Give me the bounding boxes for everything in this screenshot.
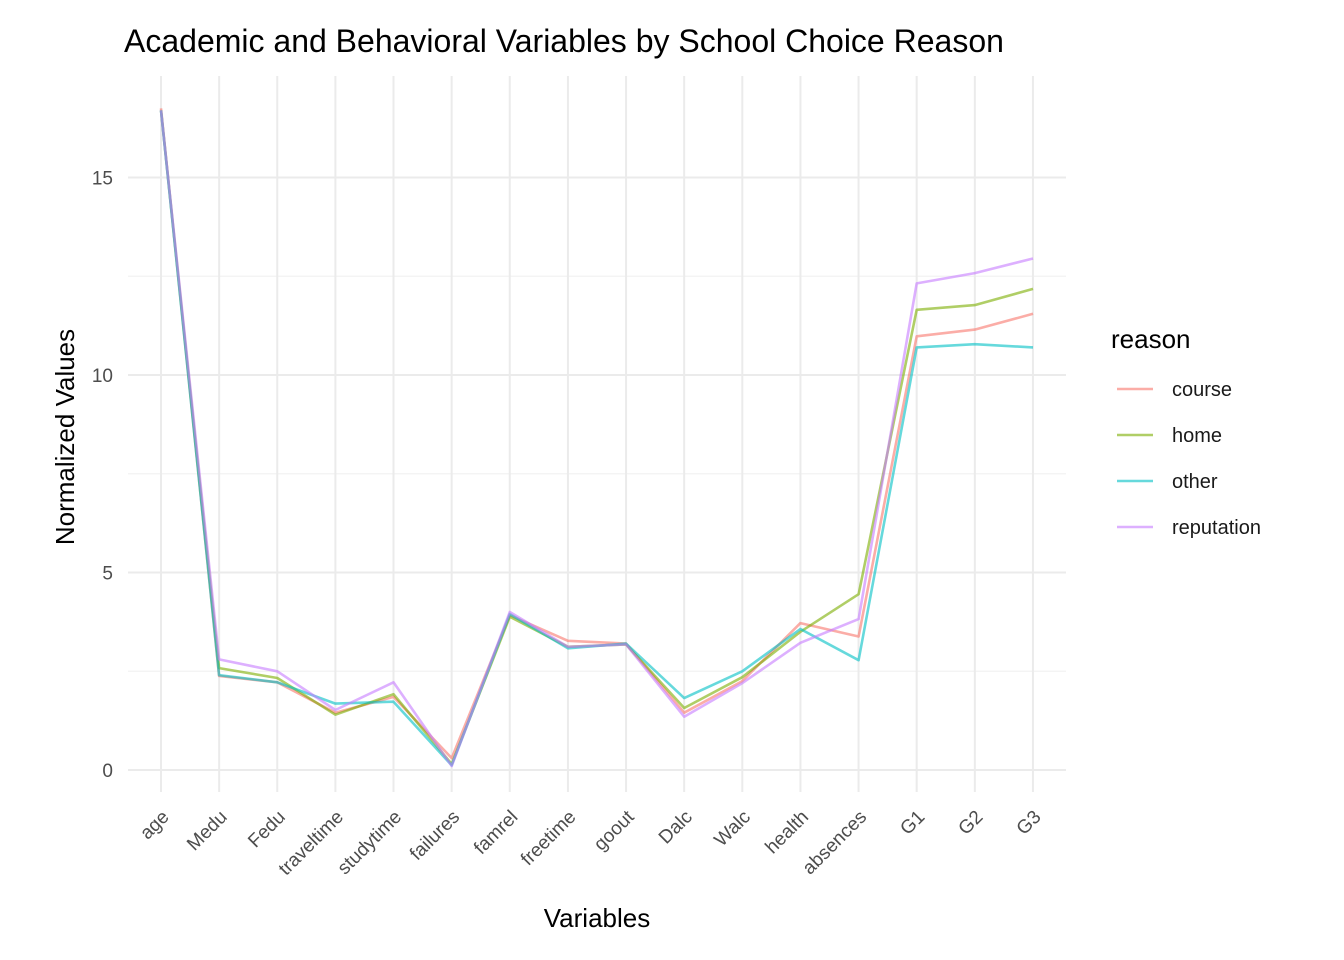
series-line-course: [159, 108, 1034, 760]
legend-label-reputation: reputation: [1172, 517, 1261, 539]
legend-label-home: home: [1172, 425, 1222, 447]
legend: reason course home other reputation: [1111, 324, 1261, 539]
x-tick-label: Fedu: [244, 807, 289, 852]
x-tick-label: health: [762, 807, 813, 858]
legend-title: reason: [1111, 324, 1191, 354]
x-tick-label: G1: [896, 807, 929, 840]
y-axis-title: Normalized Values: [50, 329, 80, 545]
y-tick-label: 10: [92, 366, 113, 387]
x-tick-label: Dalc: [655, 807, 697, 849]
chart-title: Academic and Behavioral Variables by Sch…: [124, 23, 1004, 59]
legend-label-other: other: [1172, 471, 1218, 493]
y-axis-ticks: 0 5 10 15: [92, 169, 113, 783]
x-tick-label: G2: [955, 807, 988, 840]
series-lines: [159, 108, 1034, 768]
y-tick-label: 0: [102, 761, 113, 782]
x-tick-label: absences: [799, 807, 871, 879]
x-tick-label: age: [136, 807, 173, 844]
x-tick-label: G3: [1013, 807, 1046, 840]
series-line-other: [159, 110, 1034, 767]
x-tick-label: studytime: [334, 807, 406, 879]
x-tick-label: freetime: [517, 807, 580, 870]
x-tick-label: failures: [406, 807, 464, 865]
x-axis-title: Variables: [544, 903, 650, 933]
x-tick-label: Medu: [183, 807, 231, 855]
x-tick-label: goout: [590, 806, 639, 855]
x-tick-label: Walc: [711, 807, 755, 851]
x-tick-label: famrel: [470, 807, 522, 859]
y-tick-label: 5: [102, 564, 113, 585]
series-line-home: [159, 110, 1034, 766]
series-line-reputation: [159, 110, 1034, 768]
grid-lines: [128, 76, 1066, 792]
y-tick-label: 15: [92, 169, 113, 190]
legend-label-course: course: [1172, 379, 1232, 401]
